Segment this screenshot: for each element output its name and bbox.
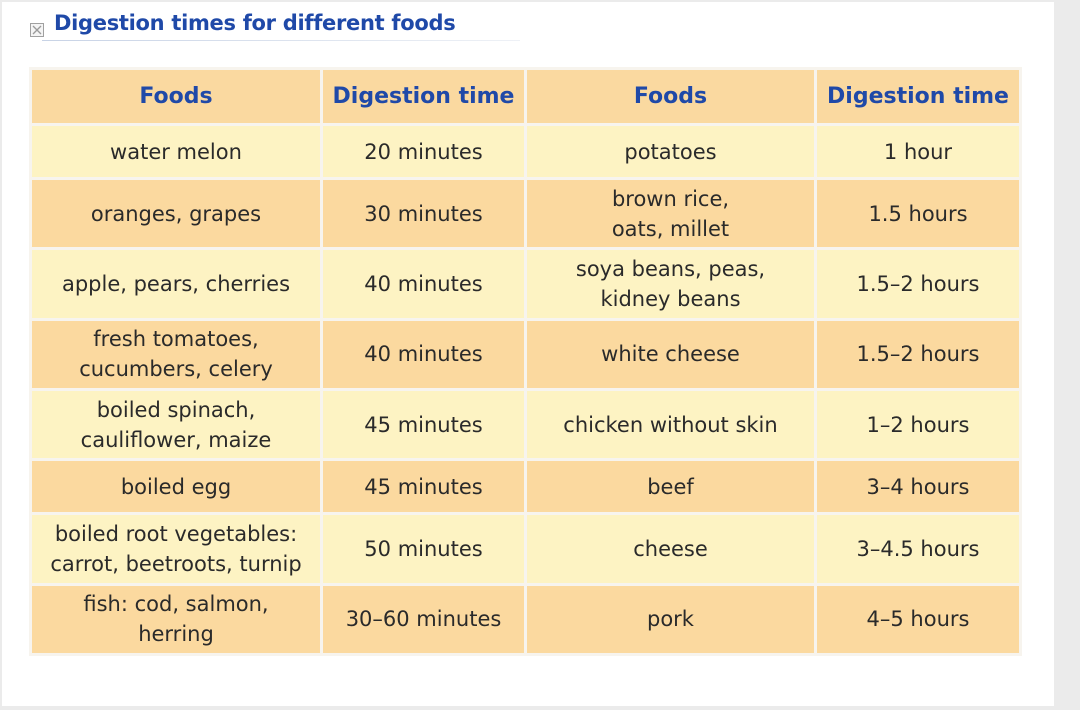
food-cell: fish: cod, salmon, herring xyxy=(29,582,323,657)
food-cell: white cheese xyxy=(524,317,817,391)
digestion-time-cell: 45 minutes xyxy=(320,387,527,462)
digestion-time-cell: 20 minutes xyxy=(320,122,527,181)
table-row: oranges, grapes 30 minutes brown rice, oats… xyxy=(29,177,1022,251)
food-cell: water melon xyxy=(29,122,323,181)
food-cell: boiled spinach, cauliflower, maize xyxy=(29,387,323,462)
page-title: Digestion times for different foods xyxy=(54,11,456,35)
table-row: boiled root vegetables: carrot, beetroots… xyxy=(29,512,1022,586)
food-cell: cheese xyxy=(524,512,817,586)
table-row: boiled spinach, cauliflower, maize 45 minu… xyxy=(29,387,1022,462)
digestion-time-cell: 30–60 minutes xyxy=(320,582,527,657)
digestion-time-cell: 1.5–2 hours xyxy=(814,317,1022,391)
digestion-time-cell: 1 hour xyxy=(814,122,1022,181)
food-cell: pork xyxy=(524,582,817,657)
column-header-digestion-time: Digestion time xyxy=(320,67,527,126)
food-cell: brown rice, oats, millet xyxy=(524,177,817,251)
digestion-time-cell: 40 minutes xyxy=(320,247,527,321)
digestion-time-cell: 30 minutes xyxy=(320,177,527,251)
food-cell: boiled root vegetables: carrot, beetroots… xyxy=(29,512,323,586)
digestion-time-cell: 1–2 hours xyxy=(814,387,1022,462)
digestion-time-cell: 3–4.5 hours xyxy=(814,512,1022,586)
table-header-row: Foods Digestion time Foods Digestion tim… xyxy=(29,67,1022,126)
title-bar: Digestion times for different foods xyxy=(30,8,456,38)
column-header-foods: Foods xyxy=(29,67,323,126)
food-cell: soya beans, peas, kidney beans xyxy=(524,247,817,321)
broken-image-icon xyxy=(30,23,44,37)
food-cell: beef xyxy=(524,458,817,516)
digestion-time-cell: 1.5–2 hours xyxy=(814,247,1022,321)
food-cell: fresh tomatoes, cucumbers, celery xyxy=(29,317,323,391)
food-cell: potatoes xyxy=(524,122,817,181)
digestion-time-cell: 1.5 hours xyxy=(814,177,1022,251)
digestion-time-cell: 4–5 hours xyxy=(814,582,1022,657)
digestion-time-cell: 3–4 hours xyxy=(814,458,1022,516)
digestion-time-cell: 50 minutes xyxy=(320,512,527,586)
title-divider xyxy=(42,40,520,41)
table-row: fish: cod, salmon, herring 30–60 minutes po… xyxy=(29,582,1022,657)
digestion-time-cell: 40 minutes xyxy=(320,317,527,391)
column-header-digestion-time: Digestion time xyxy=(814,67,1022,126)
food-cell: chicken without skin xyxy=(524,387,817,462)
food-cell: oranges, grapes xyxy=(29,177,323,251)
food-cell: boiled egg xyxy=(29,458,323,516)
table-row: fresh tomatoes, cucumbers, celery 40 minut… xyxy=(29,317,1022,391)
table-row: apple, pears, cherries 40 minutes soya bea… xyxy=(29,247,1022,321)
column-header-foods: Foods xyxy=(524,67,817,126)
digestion-table: Foods Digestion time Foods Digestion tim… xyxy=(29,67,1022,657)
table-row: boiled egg 45 minutes beef 3–4 hours xyxy=(29,458,1022,516)
digestion-time-cell: 45 minutes xyxy=(320,458,527,516)
food-cell: apple, pears, cherries xyxy=(29,247,323,321)
table-row: water melon 20 minutes potatoes 1 hour xyxy=(29,122,1022,181)
